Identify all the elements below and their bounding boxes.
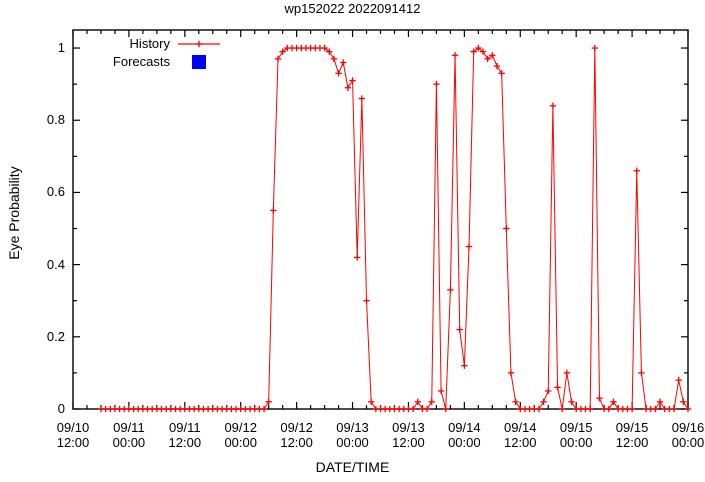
history-point-marker [414,398,421,405]
history-point-marker [461,362,468,369]
x-axis-title: DATE/TIME [315,459,390,475]
history-point-marker [358,95,366,102]
history-point-marker [437,387,445,395]
y-tick-label: 0.4 [46,256,65,272]
history-point-marker [447,286,454,294]
history-line [100,47,689,410]
history-point-marker [279,48,286,55]
x-tick-label: 09/13 12:00 [392,420,425,450]
history-point-marker [549,102,557,109]
history-point-marker [540,398,547,405]
y-tick-label: 0.8 [46,112,65,128]
legend-samples [178,40,220,69]
history-point-marker [349,77,356,84]
history-point-marker [684,405,692,413]
history-point-marker [475,44,482,52]
legend-item-label: History [129,36,170,51]
history-point-marker [330,55,338,63]
history-point-marker [451,52,459,59]
history-point-marker [321,44,328,52]
history-point-marker [535,405,543,413]
history-point-marker [489,52,496,59]
history-point-marker [563,369,571,377]
history-point-marker [274,55,282,63]
history-point-marker [442,405,449,413]
history-point-marker [265,398,272,405]
history-point-marker [409,405,417,413]
x-tick-label: 09/10 12:00 [56,420,90,450]
history-point-marker [605,405,612,413]
x-tick-label: 09/15 12:00 [615,420,649,450]
history-point-marker [596,394,603,402]
history-point-marker [260,405,268,413]
history-point-marker [512,398,519,405]
history-point-marker [433,80,440,88]
history-point-marker [335,70,342,77]
y-tick-label: 0 [57,401,65,416]
history-point-marker [633,167,640,174]
history-point-marker [586,405,594,413]
history-point-marker [479,48,487,55]
history-point-marker [423,405,431,413]
history-point-marker [680,398,687,405]
history-point-marker [652,405,659,413]
history-point-marker [363,297,370,304]
history-point-marker [503,225,510,232]
history-point-marker [340,59,347,66]
history-point-marker [354,254,361,261]
history-point-marker [344,84,352,91]
x-tick-label: 09/16 00:00 [671,420,705,450]
history-point-marker [456,326,463,333]
history-point-marker [638,369,645,377]
x-tick-label: 09/12 00:00 [224,420,257,450]
history-point-marker [507,369,515,377]
y-tick-label: 0.6 [46,184,65,200]
history-point-marker [498,70,505,77]
history-point-marker [270,207,277,214]
history-point-marker [610,398,617,405]
x-tick-label: 09/12 12:00 [280,420,313,450]
chart-title: wp152022 2022091412 [284,1,421,16]
x-tick-label: 09/13 00:00 [336,420,369,450]
history-point-marker [559,405,566,413]
x-tick-label: 09/14 00:00 [448,420,481,450]
x-tick-label: 09/15 00:00 [559,420,593,450]
legend-item-label: Forecasts [112,54,170,69]
history-point-marker [545,387,552,395]
history-point-marker [675,376,682,384]
history-point-marker [628,405,636,413]
x-tick-label: 09/11 12:00 [168,420,202,450]
history-point-marker [591,44,599,52]
y-tick-label: 0.2 [46,328,65,344]
history-point-marker [656,398,664,405]
history-point-marker [568,398,575,405]
history-point-marker [326,48,333,55]
x-tick-label: 09/14 12:00 [503,420,537,450]
history-point-marker [465,243,473,250]
legend-sample-square-icon [192,55,206,69]
history-point-marker [554,384,561,391]
history-point-marker [470,48,477,55]
history-point-marker [670,405,678,413]
series-history [97,44,692,413]
history-point-marker [493,62,501,70]
x-tick-label: 09/11 00:00 [112,420,146,450]
history-point-marker [428,398,435,405]
history-point-marker [484,55,491,63]
history-point-marker [367,398,375,405]
y-tick-label: 1 [57,40,65,56]
